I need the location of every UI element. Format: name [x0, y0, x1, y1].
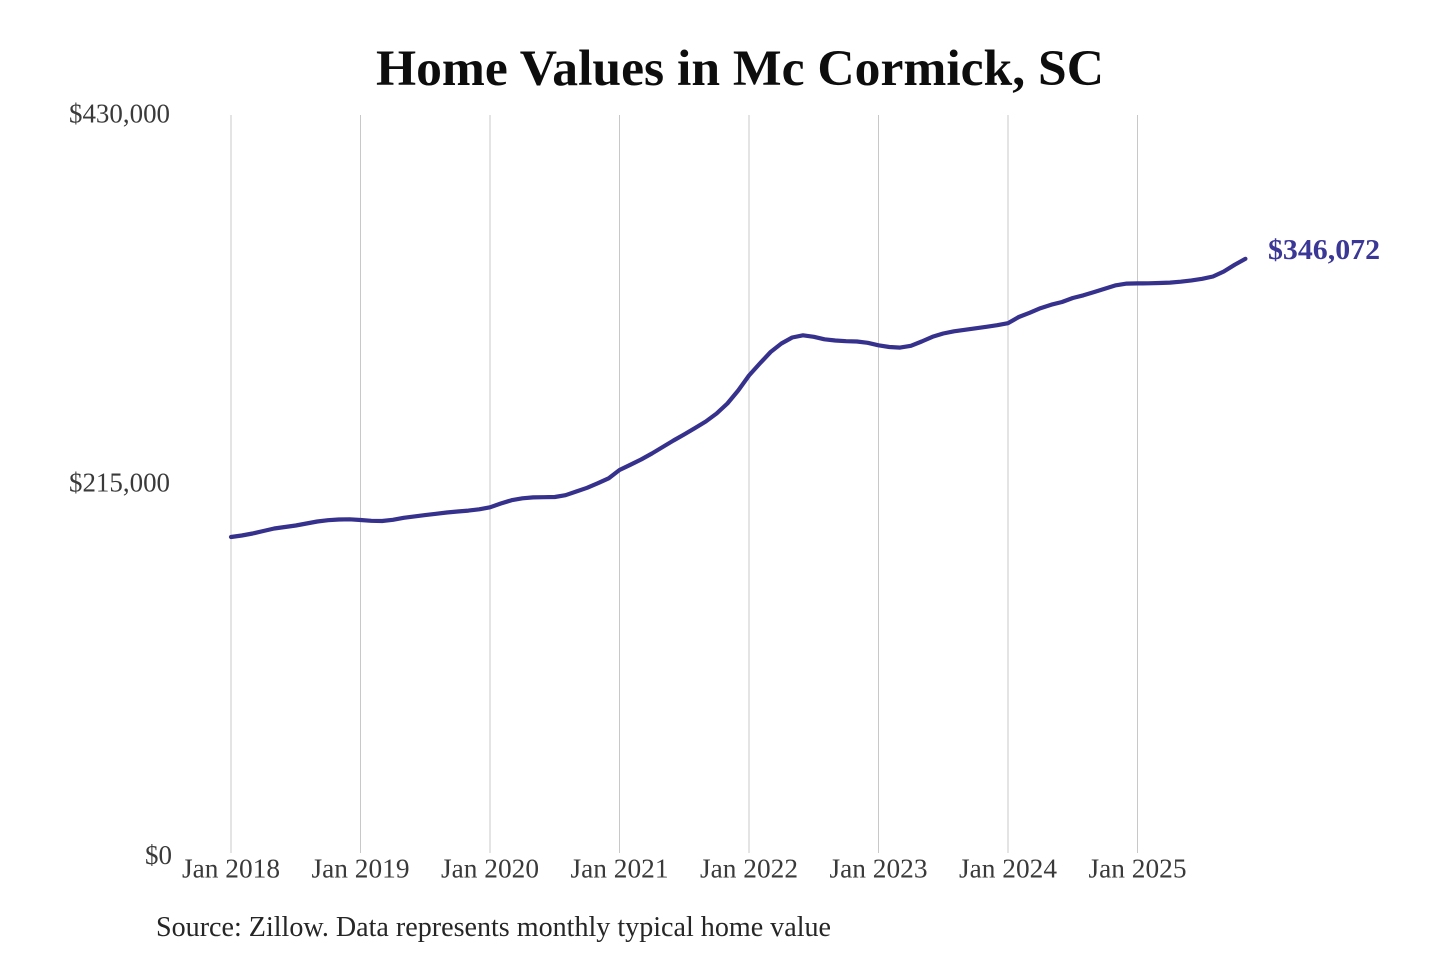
- svg-text:Jan 2019: Jan 2019: [312, 854, 410, 884]
- svg-text:Jan 2023: Jan 2023: [830, 854, 928, 884]
- svg-text:Jan 2020: Jan 2020: [441, 854, 539, 884]
- svg-text:$0: $0: [145, 840, 172, 870]
- svg-text:Home Values in Mc Cormick, SC: Home Values in Mc Cormick, SC: [376, 41, 1104, 97]
- svg-text:Source: Zillow. Data represent: Source: Zillow. Data represents monthly …: [156, 911, 831, 943]
- svg-text:$430,000: $430,000: [69, 99, 170, 129]
- svg-text:Jan 2025: Jan 2025: [1089, 854, 1187, 884]
- svg-text:Jan 2022: Jan 2022: [700, 854, 798, 884]
- svg-text:Jan 2024: Jan 2024: [959, 854, 1057, 884]
- svg-text:$346,072: $346,072: [1268, 235, 1380, 266]
- svg-text:Jan 2018: Jan 2018: [182, 854, 280, 884]
- svg-text:$215,000: $215,000: [69, 468, 170, 498]
- svg-text:Jan 2021: Jan 2021: [571, 854, 669, 884]
